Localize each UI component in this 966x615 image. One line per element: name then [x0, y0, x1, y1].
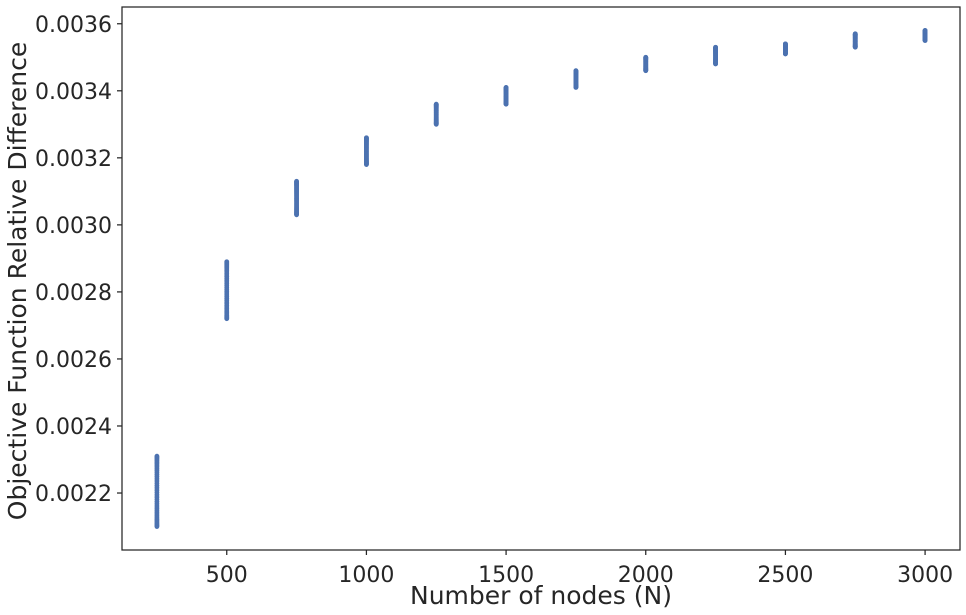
data-point-n2750	[852, 31, 858, 37]
plot-frame	[121, 6, 961, 551]
x-tick-label: 1000	[338, 563, 394, 588]
data-point-n250	[154, 453, 160, 459]
data-point-n2500	[783, 41, 788, 47]
data-points	[154, 28, 928, 529]
x-tick-label: 1500	[478, 563, 534, 588]
data-point-n1500	[503, 85, 509, 90]
y-tick-label: 0.0022	[35, 482, 112, 507]
x-tick-label: 3000	[897, 563, 953, 588]
data-point-n1000	[364, 135, 369, 141]
y-axis-ticks: 0.0022 0.0024 0.0026 0.0028 0.0030 0.0032 0.00…	[35, 13, 122, 507]
y-tick-label: 0.0030	[35, 214, 112, 239]
y-axis-title: Objective Function Relative Difference	[3, 42, 32, 520]
data-point-n750	[294, 178, 299, 184]
y-tick-label: 0.0024	[35, 415, 112, 440]
y-tick-label: 0.0036	[35, 13, 112, 38]
data-point-n1750	[573, 68, 579, 74]
data-point-n500	[224, 259, 230, 265]
data-point-n2000	[643, 54, 649, 60]
x-tick-label: 2000	[618, 563, 674, 588]
y-tick-label: 0.0032	[35, 147, 112, 172]
y-tick-label: 0.0028	[35, 281, 112, 306]
x-axis-ticks: 500 1000 1500 2000 2500 3000	[206, 550, 953, 588]
data-point-n2250	[713, 44, 718, 50]
y-tick-label: 0.0026	[35, 348, 112, 373]
data-point-n3000	[922, 28, 928, 33]
x-axis-title: Number of nodes (N)	[410, 581, 672, 610]
y-tick-label: 0.0034	[35, 80, 112, 105]
x-tick-label: 500	[206, 563, 248, 588]
x-tick-label: 2500	[757, 563, 813, 588]
data-point-n1250	[433, 101, 439, 107]
